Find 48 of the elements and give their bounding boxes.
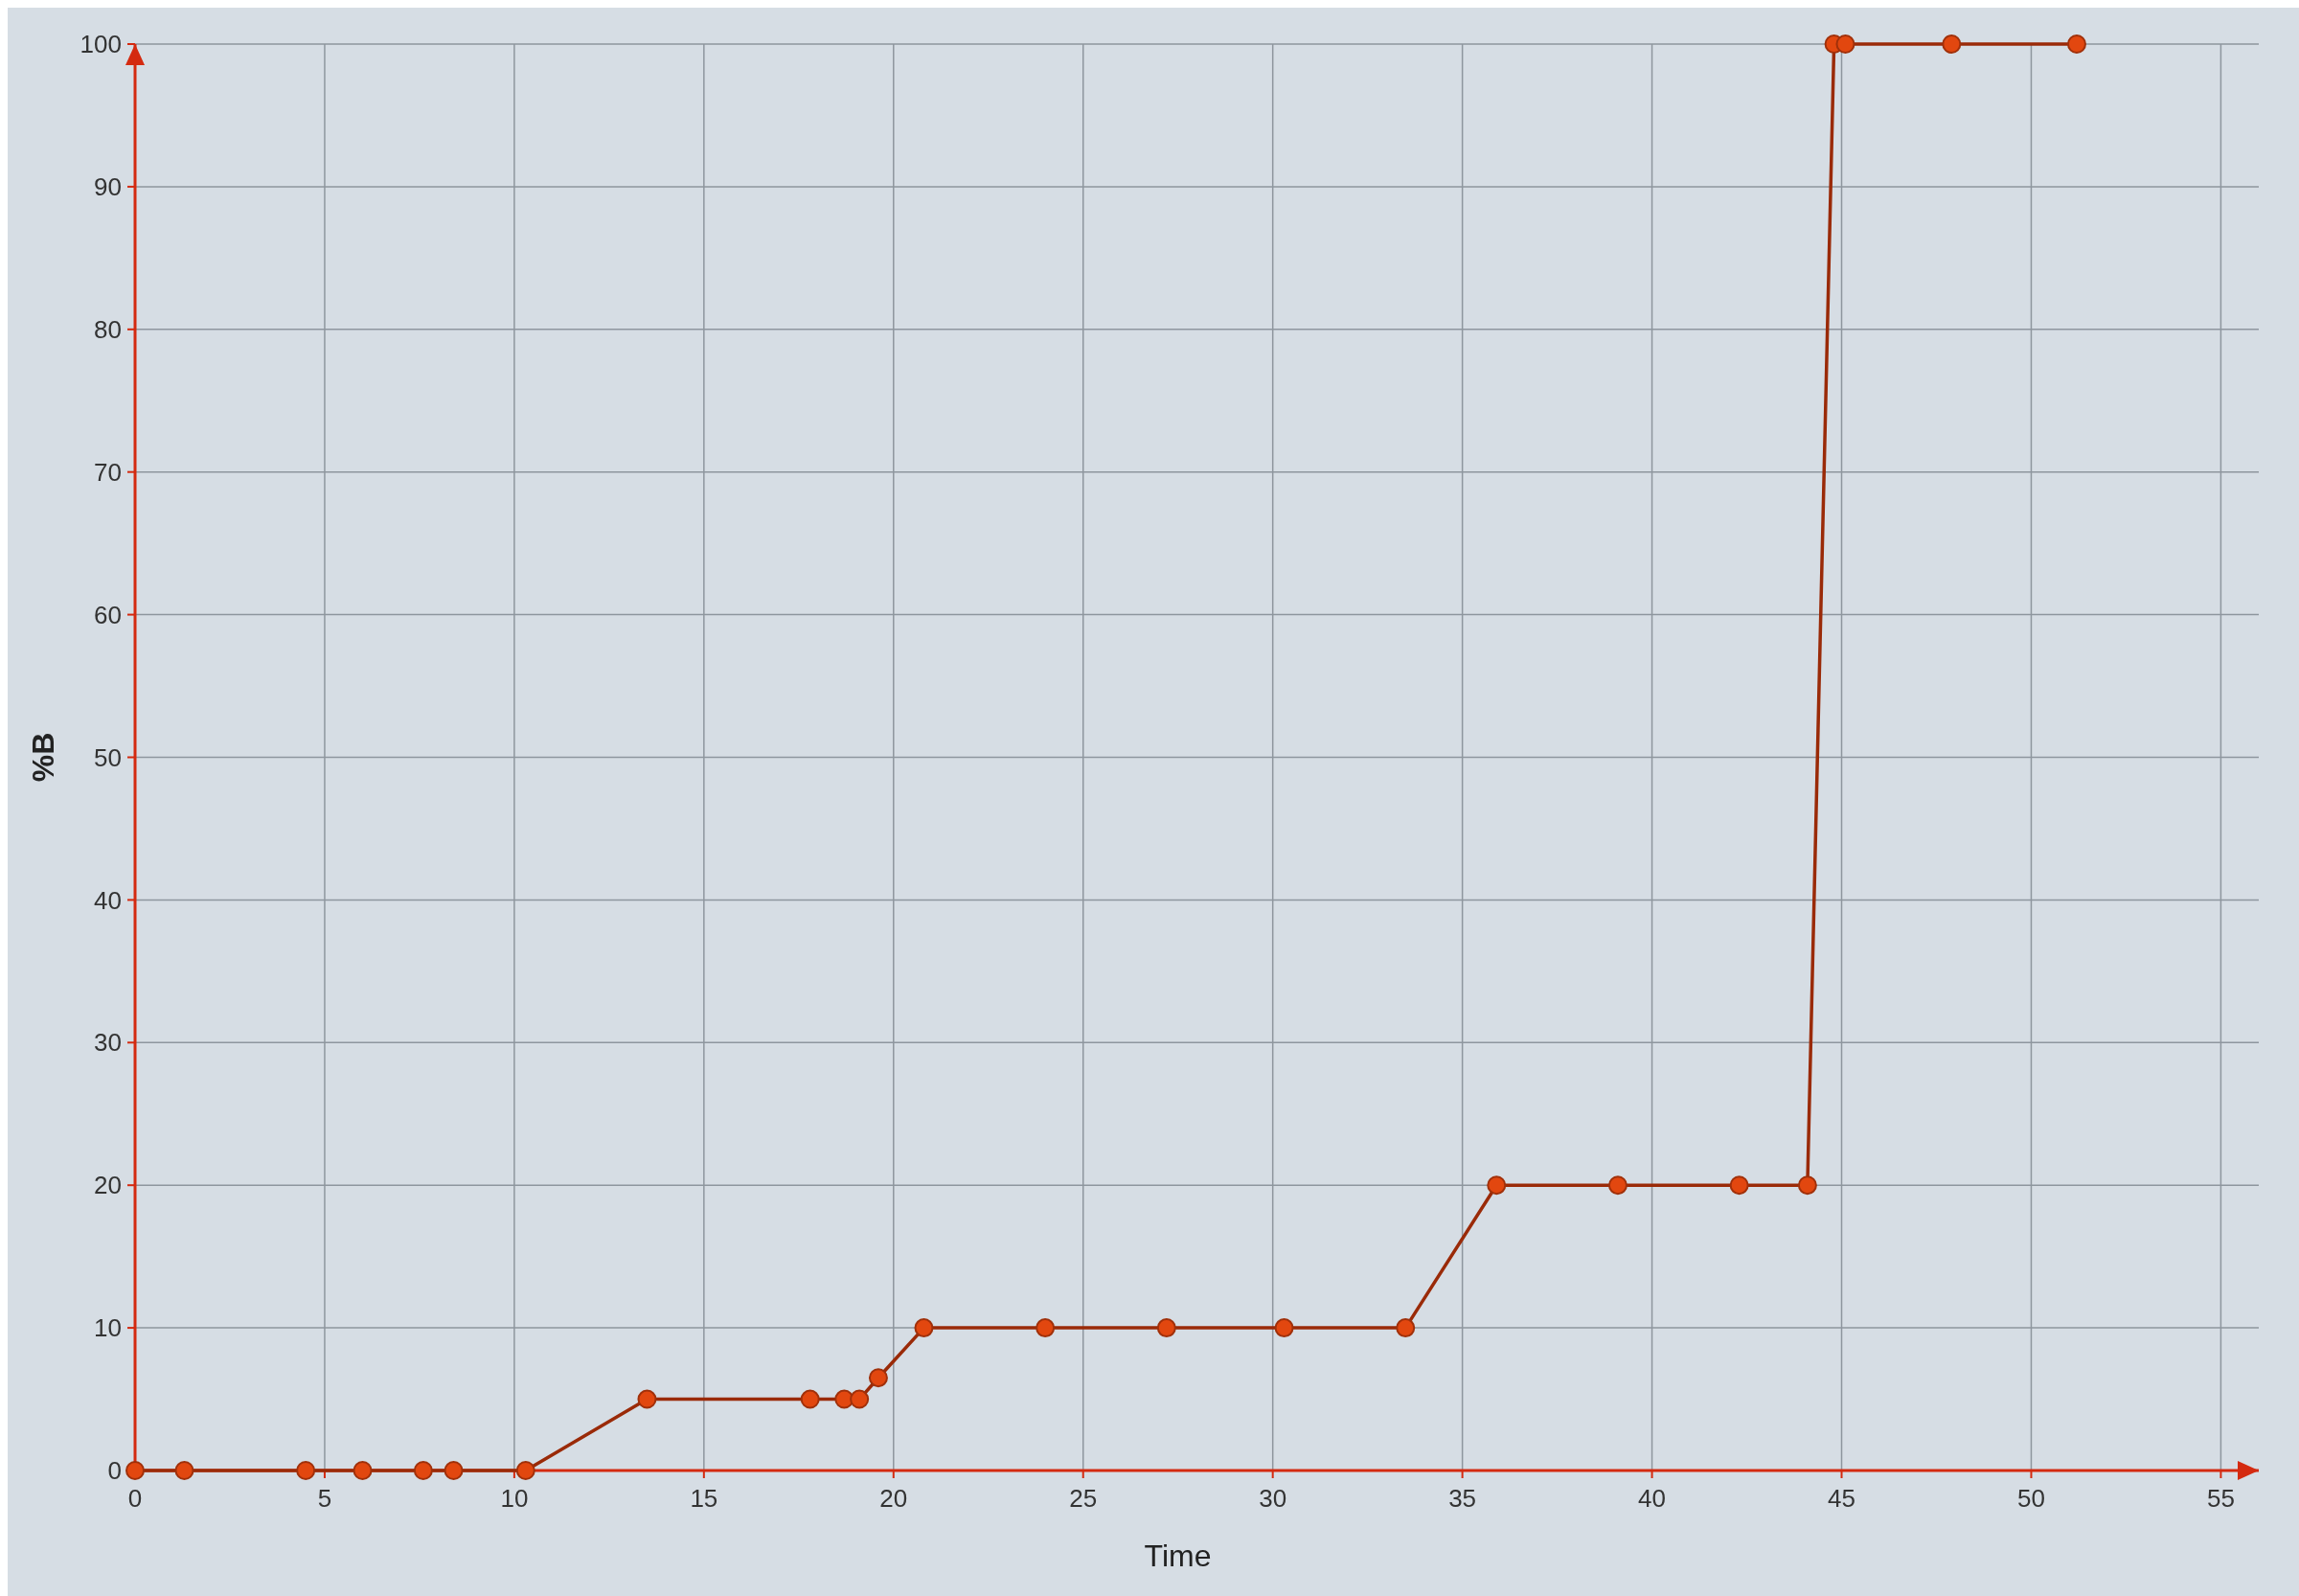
- x-tick-label: 10: [500, 1484, 529, 1513]
- x-tick-label: 30: [1259, 1484, 1287, 1513]
- x-tick-label: 5: [317, 1484, 332, 1513]
- point: [1487, 1175, 1507, 1196]
- point: [850, 1389, 870, 1409]
- point: [174, 1461, 194, 1480]
- x-tick-label: 45: [1828, 1484, 1855, 1513]
- point: [296, 1461, 316, 1480]
- x-tick-label: 25: [1069, 1484, 1098, 1513]
- point: [353, 1461, 373, 1480]
- point: [2066, 34, 2086, 54]
- y-tick-label: 90: [94, 172, 122, 201]
- point: [637, 1389, 657, 1409]
- point: [868, 1368, 888, 1388]
- point: [413, 1461, 433, 1480]
- y-tick-label: 20: [94, 1171, 122, 1200]
- y-tick-label: 80: [94, 314, 122, 344]
- point: [1942, 34, 1962, 54]
- x-tick-label: 35: [1448, 1484, 1477, 1513]
- y-tick-label: 100: [80, 30, 122, 59]
- y-tick-label: 50: [94, 742, 122, 772]
- point: [1797, 1175, 1817, 1196]
- x-axis-title: Time: [1144, 1539, 1212, 1573]
- point: [1607, 1175, 1628, 1196]
- point: [1396, 1318, 1416, 1338]
- point: [1036, 1318, 1056, 1338]
- point: [125, 1461, 145, 1480]
- y-tick-label: 0: [107, 1456, 122, 1486]
- x-tick-label: 15: [690, 1484, 718, 1513]
- point: [1156, 1318, 1176, 1338]
- point: [515, 1461, 535, 1480]
- y-tick-label: 30: [94, 1028, 122, 1058]
- point: [444, 1461, 464, 1480]
- y-tick-label: 60: [94, 600, 122, 629]
- point: [1729, 1175, 1749, 1196]
- x-tick-label: 40: [1638, 1484, 1667, 1513]
- point: [800, 1389, 820, 1409]
- point: [1835, 34, 1855, 54]
- x-tick-label: 55: [2206, 1484, 2235, 1513]
- y-tick-label: 40: [94, 885, 122, 915]
- x-tick-label: 20: [879, 1484, 908, 1513]
- x-tick-label: 50: [2017, 1484, 2045, 1513]
- y-tick-label: 70: [94, 457, 122, 487]
- y-tick-label: 10: [94, 1313, 122, 1343]
- y-axis-title: %B: [26, 732, 60, 783]
- point: [1274, 1318, 1294, 1338]
- point: [914, 1318, 934, 1338]
- x-tick-label: 0: [127, 1484, 143, 1513]
